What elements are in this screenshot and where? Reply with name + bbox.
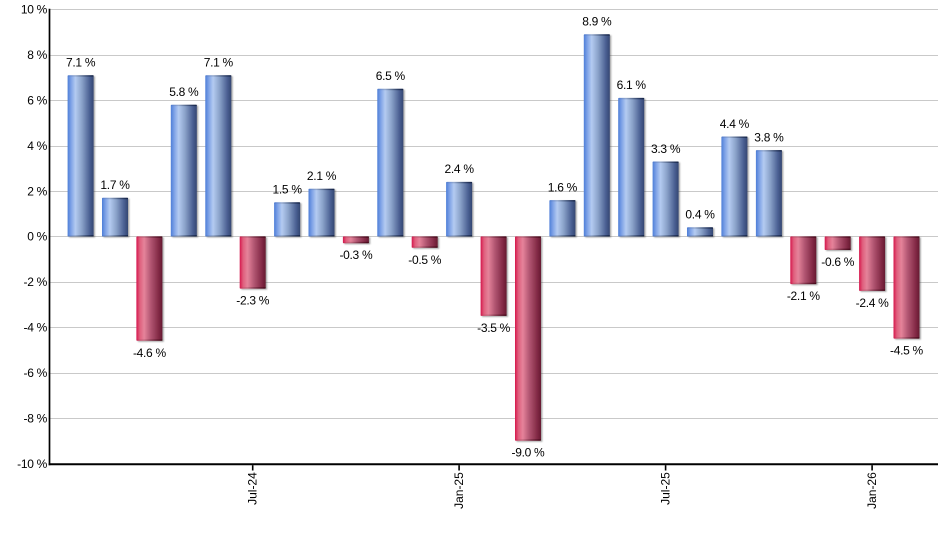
svg-text:-0.6 %: -0.6 %	[821, 255, 855, 269]
svg-text:-0.5 %: -0.5 %	[408, 253, 442, 267]
svg-text:-4.6 %: -4.6 %	[133, 346, 167, 360]
svg-text:-2 %: -2 %	[24, 275, 48, 289]
svg-text:-10 %: -10 %	[17, 457, 47, 471]
svg-text:6.1 %: 6.1 %	[617, 78, 647, 92]
svg-text:7.1 %: 7.1 %	[66, 56, 96, 70]
svg-text:2.1 %: 2.1 %	[307, 169, 337, 183]
svg-text:1.5 %: 1.5 %	[273, 183, 303, 197]
svg-text:-2.3 %: -2.3 %	[236, 294, 270, 308]
svg-text:10 %: 10 %	[21, 3, 48, 17]
svg-text:Jan-26: Jan-26	[865, 472, 879, 509]
svg-text:Jan-25: Jan-25	[452, 472, 466, 509]
svg-text:-3.5 %: -3.5 %	[477, 321, 511, 335]
svg-text:-4 %: -4 %	[24, 321, 48, 335]
svg-text:4.4 %: 4.4 %	[720, 117, 750, 131]
svg-text:8.9 %: 8.9 %	[582, 15, 612, 29]
svg-text:6.5 %: 6.5 %	[376, 69, 406, 83]
svg-text:Jul-25: Jul-25	[659, 472, 673, 505]
svg-text:5.8 %: 5.8 %	[169, 85, 199, 99]
svg-text:-4.5 %: -4.5 %	[890, 344, 924, 358]
svg-text:0.4 %: 0.4 %	[685, 208, 715, 222]
svg-text:1.7 %: 1.7 %	[100, 178, 130, 192]
svg-text:-6 %: -6 %	[24, 366, 48, 380]
svg-text:2 %: 2 %	[27, 184, 47, 198]
svg-text:-0.3 %: -0.3 %	[339, 248, 373, 262]
svg-text:8 %: 8 %	[27, 48, 47, 62]
svg-text:-2.4 %: -2.4 %	[856, 296, 890, 310]
svg-text:6 %: 6 %	[27, 94, 47, 108]
svg-text:1.6 %: 1.6 %	[548, 180, 578, 194]
svg-text:Jul-24: Jul-24	[246, 472, 260, 505]
svg-text:4 %: 4 %	[27, 139, 47, 153]
svg-text:3.3 %: 3.3 %	[651, 142, 681, 156]
svg-text:7.1 %: 7.1 %	[204, 56, 234, 70]
svg-text:2.4 %: 2.4 %	[445, 162, 475, 176]
svg-text:-2.1 %: -2.1 %	[787, 289, 821, 303]
svg-text:-8 %: -8 %	[24, 411, 48, 425]
svg-text:0 %: 0 %	[27, 230, 47, 244]
svg-text:-9.0 %: -9.0 %	[512, 446, 546, 460]
svg-text:3.8 %: 3.8 %	[754, 130, 784, 144]
